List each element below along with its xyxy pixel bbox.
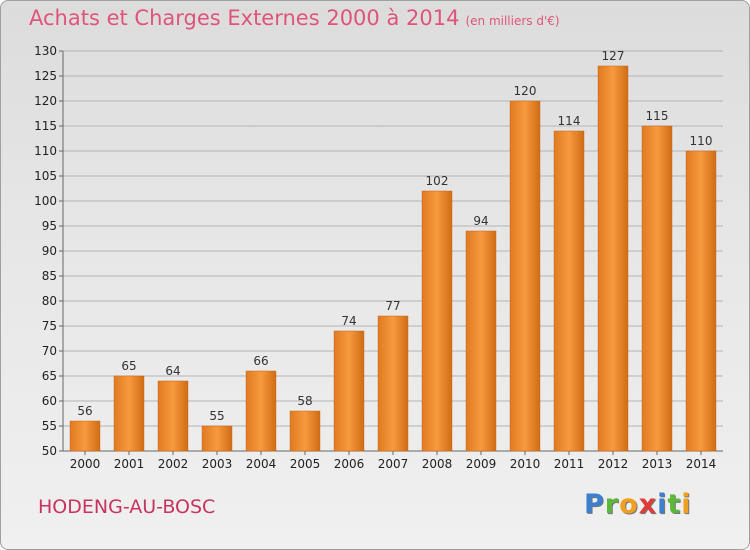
y-tick-label: 90 (42, 244, 57, 258)
y-tick-label: 80 (42, 294, 57, 308)
bar (421, 190, 453, 452)
x-tick-label: 2000 (70, 457, 101, 471)
bar-value-label: 120 (514, 84, 537, 98)
x-tick-label: 2008 (422, 457, 453, 471)
bar-value-label: 102 (426, 174, 449, 188)
bar-value-label: 65 (121, 359, 136, 373)
bar-value-label: 74 (341, 314, 356, 328)
y-tick-label: 115 (34, 119, 57, 133)
chart-title-text: Achats et Charges Externes 2000 à 2014 (29, 6, 460, 30)
chart-unit: (en milliers d'€) (465, 14, 560, 28)
y-tick-label: 105 (34, 169, 57, 183)
bars (69, 65, 717, 452)
y-tick-label: 120 (34, 94, 57, 108)
y-tick-label: 50 (42, 444, 57, 458)
bar (69, 420, 101, 452)
bar (641, 125, 673, 452)
labels: 50 55 60 65 70 75 80 85 90 95 100 105 110 115 120 125 13… (34, 44, 716, 471)
bar-value-label: 56 (77, 404, 92, 418)
x-tick-label: 2014 (686, 457, 717, 471)
bar-value-label: 66 (253, 354, 268, 368)
bar-value-label: 94 (473, 214, 488, 228)
logo-letter: i (657, 489, 668, 520)
logo-letter: t (667, 489, 682, 520)
y-tick-label: 125 (34, 69, 57, 83)
x-tick-label: 2005 (290, 457, 321, 471)
bar (377, 315, 409, 452)
y-tick-label: 55 (42, 419, 57, 433)
logo-letter: P (584, 489, 605, 520)
y-tick-label: 100 (34, 194, 57, 208)
x-tick-label: 2004 (246, 457, 277, 471)
y-tick-label: 70 (42, 344, 57, 358)
bar-value-label: 110 (690, 134, 713, 148)
bar-value-label: 58 (297, 394, 312, 408)
bar (597, 65, 629, 452)
bar (201, 425, 233, 452)
x-tick-label: 2003 (202, 457, 233, 471)
bar (685, 150, 717, 452)
bar (333, 330, 365, 452)
bar-value-label: 127 (602, 49, 625, 63)
bar-value-label: 55 (209, 409, 224, 423)
y-tick-label: 65 (42, 369, 57, 383)
proxiti-logo: Proxiti (584, 489, 692, 520)
chart-title: Achats et Charges Externes 2000 à 2014 (e… (29, 6, 560, 30)
x-tick-label: 2010 (510, 457, 541, 471)
logo-letter: x (638, 489, 658, 520)
x-tick-label: 2002 (158, 457, 189, 471)
y-tick-label: 85 (42, 269, 57, 283)
bar (157, 380, 189, 452)
x-tick-label: 2013 (642, 457, 673, 471)
bar (509, 100, 541, 452)
logo-letter: r (604, 489, 620, 520)
x-tick-label: 2011 (554, 457, 585, 471)
bar (465, 230, 497, 452)
commune-name: HODENG-AU-BOSC (38, 496, 216, 518)
logo-letter: i (681, 489, 692, 520)
bar-value-label: 114 (558, 114, 581, 128)
bar-value-label: 64 (165, 364, 180, 378)
bar-value-label: 115 (646, 109, 669, 123)
y-tick-label: 95 (42, 219, 57, 233)
y-tick-label: 60 (42, 394, 57, 408)
x-tick-label: 2006 (334, 457, 365, 471)
bar (245, 370, 277, 452)
x-tick-label: 2007 (378, 457, 409, 471)
logo-letter: o (619, 489, 639, 520)
bar (289, 410, 321, 452)
y-tick-label: 130 (34, 44, 57, 58)
x-tick-label: 2001 (114, 457, 145, 471)
bar (553, 130, 585, 452)
x-tick-label: 2012 (598, 457, 629, 471)
bar (113, 375, 145, 452)
y-tick-label: 110 (34, 144, 57, 158)
y-tick-label: 75 (42, 319, 57, 333)
bar-value-label: 77 (385, 299, 400, 313)
x-tick-label: 2009 (466, 457, 497, 471)
